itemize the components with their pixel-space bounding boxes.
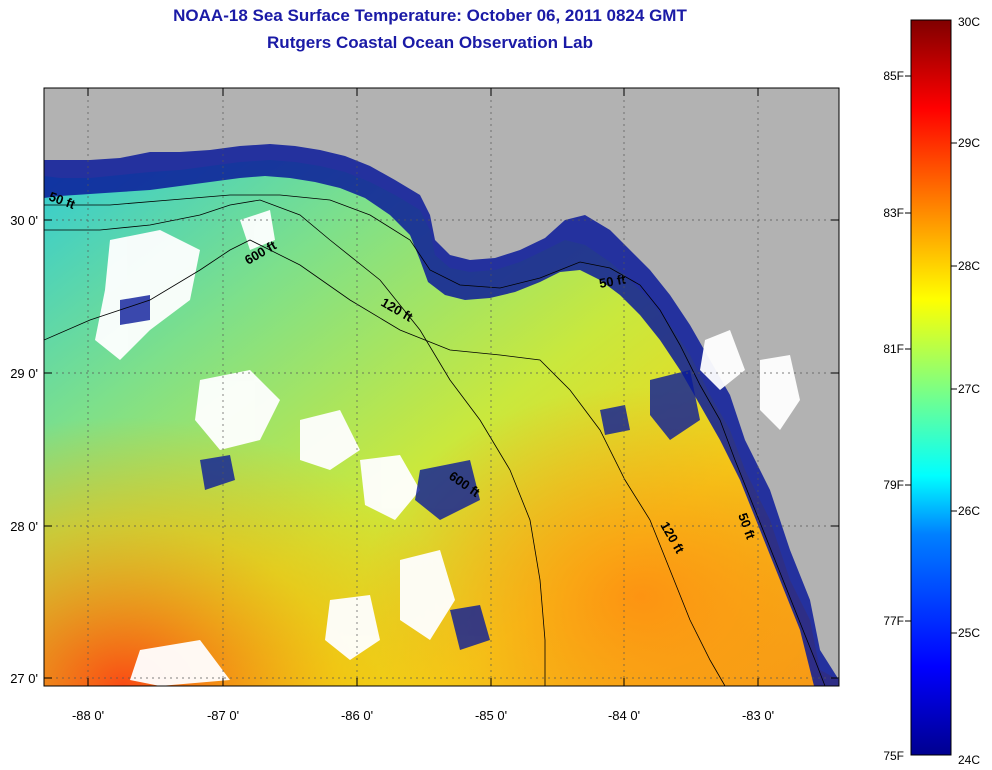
longitude-label: -86 0' (341, 708, 373, 723)
colorbar-c-label: 27C (958, 382, 980, 396)
colorbar-f-label: 81F (883, 342, 904, 356)
colorbar-f-label: 75F (883, 749, 904, 763)
colorbar-c-label: 24C (958, 753, 980, 767)
graticule (44, 88, 839, 686)
coastal-cold-band (44, 144, 839, 686)
plot-frame (43, 87, 840, 687)
map-plot-area: 50 ft 600 ft 120 ft 50 ft 600 ft 120 ft … (44, 88, 839, 686)
latitude-label: 28 0' (10, 519, 38, 534)
colorbar-f-label: 79F (883, 478, 904, 492)
depth-label: 50 ft (598, 271, 628, 291)
depth-contours (44, 194, 826, 686)
colorbar-c-label: 30C (958, 15, 980, 29)
chart-title: NOAA-18 Sea Surface Temperature: October… (173, 6, 687, 25)
colorbar-f-label: 83F (883, 206, 904, 220)
longitude-label: -85 0' (475, 708, 507, 723)
latitude-label: 30 0' (10, 213, 38, 228)
colorbar-f-label: 85F (883, 69, 904, 83)
colorbar-c-label: 25C (958, 626, 980, 640)
colorbar-c-label: 28C (958, 259, 980, 273)
cold-patches (120, 295, 700, 650)
land-mass (44, 88, 839, 680)
colorbar (910, 19, 952, 756)
colorbar-c-label: 29C (958, 136, 980, 150)
cloud-mask (95, 210, 800, 686)
chart-subtitle: Rutgers Coastal Ocean Observation Lab (267, 33, 593, 52)
colorbar-c-label: 26C (958, 504, 980, 518)
colorbar-f-label: 77F (883, 614, 904, 628)
latitude-label: 29 0' (10, 366, 38, 381)
longitude-label: -87 0' (207, 708, 239, 723)
longitude-label: -83 0' (742, 708, 774, 723)
longitude-label: -88 0' (72, 708, 104, 723)
longitude-label: -84 0' (608, 708, 640, 723)
latitude-label: 27 0' (10, 671, 38, 686)
